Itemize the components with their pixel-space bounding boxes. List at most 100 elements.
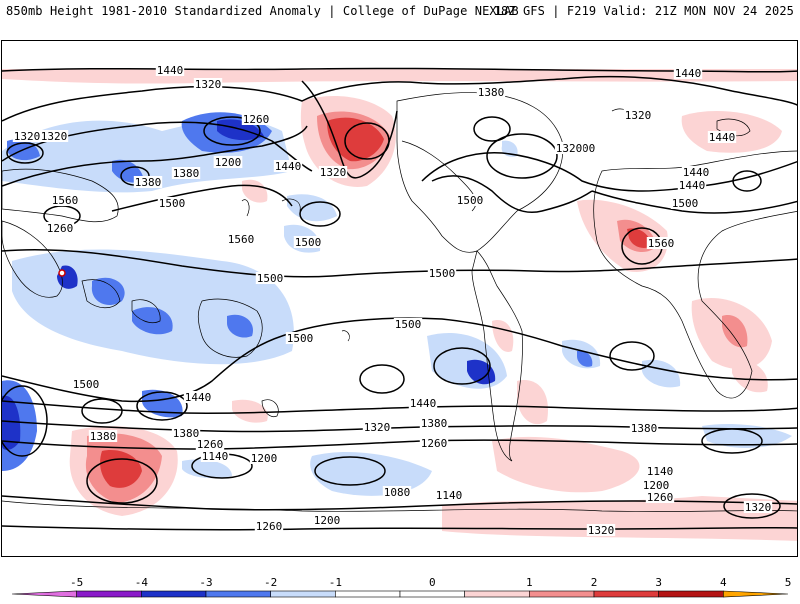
contour-label-bg (362, 421, 392, 433)
contour-label: 1440 (679, 179, 706, 192)
contour-label-bg (12, 130, 42, 142)
contour-label: 1320 (745, 501, 772, 514)
contour-label-bg (476, 86, 506, 98)
contour-label: 1440 (157, 64, 184, 77)
contour-label-bg (677, 179, 707, 191)
contour-label: 1320 (41, 130, 68, 143)
contour-label-bg (670, 197, 700, 209)
contour-label: 1260 (647, 491, 674, 504)
contour-label: 1440 (275, 160, 302, 173)
contour-label-bg (434, 489, 464, 501)
map-title: 850mb Height 1981-2010 Standardized Anom… (6, 4, 519, 18)
contour-label: 1200 (215, 156, 242, 169)
contour-label-bg (39, 130, 69, 142)
contour-label: 1140 (436, 489, 463, 502)
contour-label: 1260 (256, 520, 283, 533)
contour-label: 1260 (47, 222, 74, 235)
contour-label-bg (200, 450, 230, 462)
contour-label: 1380 (478, 86, 505, 99)
contour-label: 1200 (643, 479, 670, 492)
contour-label: 1140 (647, 465, 674, 478)
contour-label-bg (241, 113, 271, 125)
contour-label: 1560 (648, 237, 675, 250)
colorbar-tick-label: 5 (784, 576, 792, 589)
contour-label-bg (743, 501, 773, 513)
contour-label: 1260 (421, 437, 448, 450)
contour-label-bg (554, 142, 584, 154)
contour-label-bg (249, 452, 279, 464)
colorbar-bin (593, 590, 659, 598)
map-panel: 1440144013201380126013201200132015001440… (1, 40, 798, 557)
contour-label: 1500 (429, 267, 456, 280)
contour-label-bg (255, 272, 285, 284)
colorbar-tick-label: 3 (655, 576, 662, 589)
contour-label-bg (273, 160, 303, 172)
colorbar-bin (205, 590, 271, 598)
contour-label-bg (88, 430, 118, 442)
contour-label-bg (419, 437, 449, 449)
contour-label-bg (641, 479, 671, 491)
contour-label-bg (623, 109, 653, 121)
contour-label-bg (293, 236, 323, 248)
contour-labels: 1440144013201380126013201200132015001440… (12, 64, 773, 537)
contour-label-bg (455, 194, 485, 206)
contour-label-bg (645, 491, 675, 503)
contour-label: 1440 (683, 166, 710, 179)
colorbar-bin (11, 590, 77, 598)
contour-label-bg (393, 318, 423, 330)
contour-label-bg (155, 64, 185, 76)
contour-label-bg (427, 267, 457, 279)
contour-label-bg (213, 156, 243, 168)
contour-label: 1200 (251, 452, 278, 465)
colorbar-bin (270, 590, 336, 598)
contour-label-bg (419, 417, 449, 429)
colorbar-bin (723, 590, 789, 598)
colorbar-bin (141, 590, 207, 598)
contour-label: 1380 (90, 430, 117, 443)
contour-label: 1320 (625, 109, 652, 122)
contour-label-bg (408, 397, 438, 409)
colorbar-tick-label: -2 (264, 576, 278, 589)
colorbar-tick-label: 1 (526, 576, 533, 589)
contour-label-bg (50, 194, 80, 206)
colorbar-bin (529, 590, 595, 598)
colorbar-tick-label: 4 (720, 576, 727, 589)
contour-label-bg (285, 332, 315, 344)
contour-label-bg (183, 391, 213, 403)
contour-label-bg (646, 237, 676, 249)
contour-label-bg (318, 166, 348, 178)
model-run-info: 18Z GFS | F219 Valid: 21Z MON NOV 24 202… (493, 4, 794, 18)
contour-label-bg (586, 524, 616, 536)
contour-label-bg (171, 427, 201, 439)
contour-label: 1500 (159, 197, 186, 210)
colorbar-tick-label: 0 (429, 576, 436, 589)
contour-label: 1500 (287, 332, 314, 345)
contour-label: 1320 (588, 524, 615, 537)
contour-label-bg (629, 422, 659, 434)
coastlines (2, 92, 797, 512)
contour-label: 1320 (14, 130, 41, 143)
colorbar-tick-label: 2 (590, 576, 598, 589)
contour-label: 1380 (631, 422, 658, 435)
colorbar-bin (658, 590, 724, 598)
colorbar-tick-label: -4 (134, 576, 148, 589)
contour-label: 1440 (410, 397, 437, 410)
colorbar-bin (399, 590, 465, 598)
contour-label-bg (645, 465, 675, 477)
contour-label-bg (133, 176, 163, 188)
contour-label: 1380 (421, 417, 448, 430)
contour-label-bg (226, 233, 256, 245)
contour-label: 1320 (320, 166, 347, 179)
height-contours (2, 67, 797, 531)
contour-label-bg (195, 438, 225, 450)
contour-label: 1200 (314, 514, 341, 527)
contour-label: 1500 (457, 194, 484, 207)
contour-label-bg (157, 197, 187, 209)
colorbar-bin (335, 590, 401, 598)
contour-label-bg (193, 78, 223, 90)
contour-label: 1380 (135, 176, 162, 189)
contour-label: 1260 (197, 438, 224, 451)
contour-label-bg (673, 67, 703, 79)
contour-label-bg (382, 486, 412, 498)
contour-label: 1320 (556, 142, 583, 155)
